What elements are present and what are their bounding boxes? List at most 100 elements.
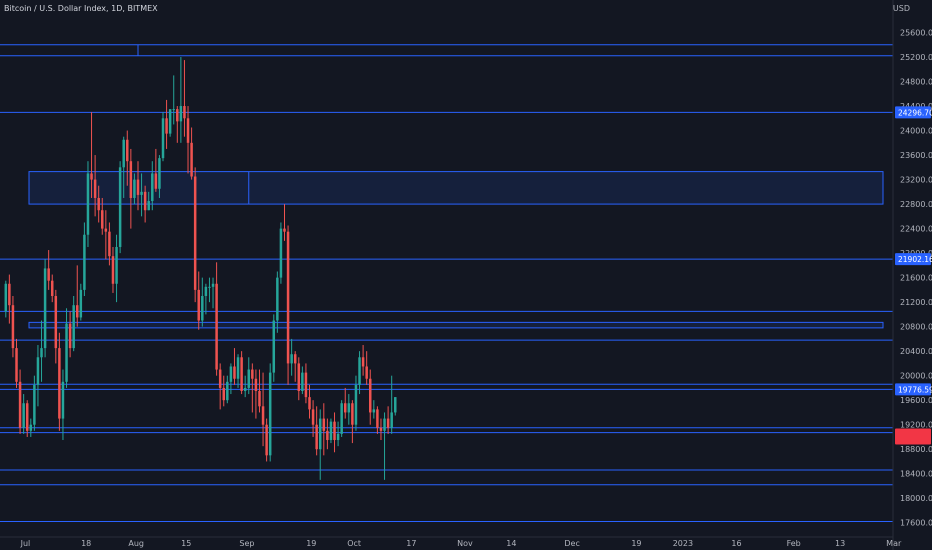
candle-body — [133, 179, 136, 198]
candle-body — [386, 418, 390, 428]
time-tick-label: 14 — [506, 539, 516, 548]
candle-body — [286, 231, 290, 364]
time-tick-label: 17 — [406, 539, 416, 548]
price-tick-label: 20400.00 — [900, 347, 932, 356]
candle-body — [276, 277, 279, 321]
candle-body — [243, 387, 247, 391]
candle-body — [354, 384, 358, 425]
candle-body — [50, 280, 54, 297]
price-tick-label: 24000.00 — [900, 127, 932, 136]
time-tick-label: Dec — [564, 539, 579, 548]
candle-body — [165, 118, 168, 134]
candle-body — [340, 403, 343, 434]
levels-layer — [0, 44, 893, 523]
price-tick-label: 20000.00 — [900, 372, 932, 381]
candle-body — [368, 378, 372, 413]
candle-body — [343, 403, 347, 413]
time-tick-label: 19 — [306, 539, 316, 548]
price-tick-label: 22400.00 — [900, 225, 932, 234]
candle-body — [97, 197, 100, 211]
candle-body — [351, 403, 354, 425]
candle-body — [75, 305, 79, 318]
price-tick-label: 22800.00 — [900, 200, 932, 209]
price-tag-label: 24296.70 — [898, 108, 932, 117]
candle-body — [190, 142, 193, 177]
candle-body — [122, 139, 125, 168]
price-tag — [895, 106, 931, 119]
candle-body — [201, 296, 204, 321]
price-tick-label: 23200.00 — [900, 176, 932, 185]
price-tick-label: 25600.00 — [900, 29, 932, 38]
candle-body — [29, 424, 33, 431]
candle-body — [251, 369, 254, 379]
candle-body — [322, 418, 326, 431]
candle-body — [333, 421, 336, 441]
candle-body — [4, 283, 8, 312]
time-tick-label: Nov — [457, 539, 473, 548]
price-tick-label: 18400.00 — [900, 470, 932, 479]
candle-body — [383, 418, 386, 431]
candle-body — [265, 424, 268, 456]
candle-body — [226, 381, 229, 401]
candle-body — [93, 179, 97, 198]
price-tag-label: 21902.16 — [898, 255, 932, 264]
candle-body — [329, 421, 333, 441]
candle-body — [326, 430, 329, 441]
candle-body — [336, 433, 340, 441]
candle-body — [140, 191, 143, 195]
zone-box — [28, 171, 884, 205]
price-tick-label: 25200.00 — [900, 53, 932, 62]
candle-body — [272, 320, 276, 373]
price-tick-label: 19600.00 — [900, 396, 932, 405]
candle-body — [136, 179, 140, 195]
time-tick-label: Aug — [128, 539, 144, 548]
candle-body — [79, 289, 83, 318]
candle-body — [361, 357, 365, 367]
candle-body — [147, 201, 150, 211]
time-tick-label: Sep — [239, 539, 254, 548]
candle-body — [43, 268, 47, 349]
candle-body — [158, 158, 161, 189]
candle-body — [151, 173, 154, 202]
candle-body — [101, 210, 104, 229]
zone-box — [28, 321, 884, 329]
candle-body — [293, 354, 297, 364]
price-tick-label: 21600.00 — [900, 274, 932, 283]
time-axis[interactable]: Jul 18 Aug 15 Sep 19 Oct 17 Nov 14 Dec 19 2023 16 Feb 1… — [0, 536, 902, 548]
time-tick-label: 18 — [81, 539, 91, 548]
candle-body — [179, 106, 183, 122]
candle-body — [394, 397, 397, 413]
candle-body — [193, 176, 197, 290]
candle-body — [236, 357, 240, 379]
candle-body — [186, 118, 190, 143]
candle-body — [126, 139, 129, 162]
candle-body — [47, 268, 50, 281]
time-tick-label: Oct — [347, 539, 361, 548]
candle-body — [208, 286, 211, 288]
time-tick-label: 13 — [835, 539, 845, 548]
price-axis[interactable]: 17600.00 18000.00 18400.00 18800.00 19200.00… — [892, 0, 932, 550]
time-tick-label: Feb — [787, 539, 801, 548]
candle-body — [68, 323, 72, 349]
candle-body — [108, 231, 111, 257]
candle-body — [65, 323, 68, 382]
candle-body — [118, 167, 122, 247]
candle-body — [290, 354, 293, 364]
candle-body — [111, 256, 115, 284]
price-tick-label: 24800.00 — [900, 78, 932, 87]
candle-body — [72, 305, 75, 349]
time-tick-label: 2023 — [673, 539, 693, 548]
candle-body — [229, 366, 233, 382]
price-labels-layer: 24296.70 21902.16 19776.59 — [895, 106, 932, 445]
candle-body — [183, 106, 186, 119]
candle-body — [376, 409, 379, 428]
candle-body — [211, 283, 215, 287]
candle-body — [347, 403, 351, 413]
candle-body — [379, 427, 383, 431]
candle-body — [261, 406, 265, 425]
candle-body — [318, 418, 322, 450]
candle-body — [104, 228, 108, 232]
price-tag — [895, 253, 931, 266]
candle-body — [18, 381, 22, 428]
